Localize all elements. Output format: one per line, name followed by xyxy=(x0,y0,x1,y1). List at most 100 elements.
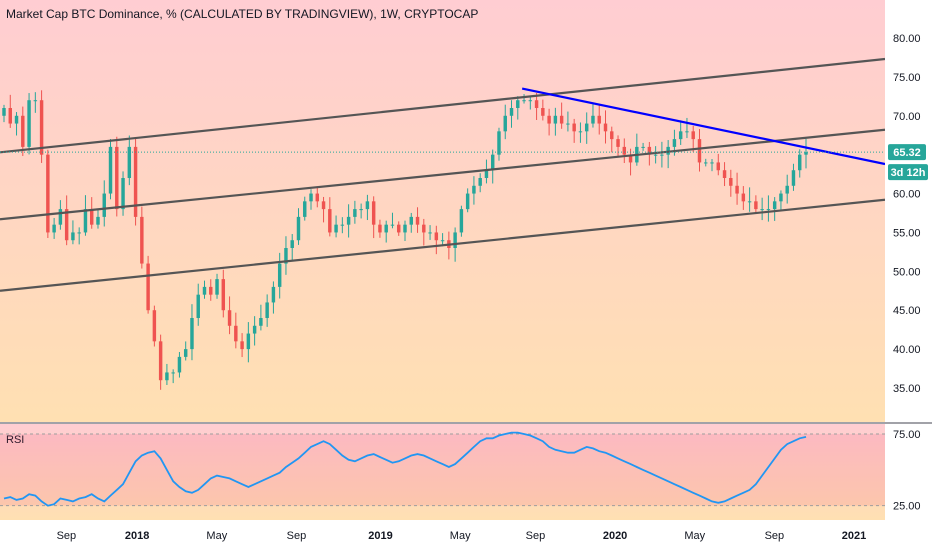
countdown-value: 3d 12h xyxy=(891,167,926,179)
candle-body xyxy=(184,349,187,357)
time-tick-label: May xyxy=(206,530,227,542)
candle-body xyxy=(316,194,319,202)
candle-body xyxy=(535,100,538,108)
time-tick-label: 2018 xyxy=(125,530,149,542)
candle-body xyxy=(435,232,438,240)
candle-body xyxy=(309,194,312,202)
candle-body xyxy=(679,131,682,139)
candle-body xyxy=(334,225,337,233)
candle-body xyxy=(560,116,563,124)
time-tick-label: Sep xyxy=(526,530,546,542)
candle-body xyxy=(259,318,262,326)
candle-body xyxy=(103,194,106,217)
candle-body xyxy=(422,225,425,233)
candle-body xyxy=(660,155,663,156)
candle-body xyxy=(754,201,757,209)
candle-body xyxy=(428,232,431,233)
candle-body xyxy=(616,139,619,147)
candle-body xyxy=(598,116,601,124)
candle-body xyxy=(65,209,68,240)
price-tick-label: 45.00 xyxy=(893,305,921,317)
chart-root: Market Cap BTC Dominance, % (CALCULATED … xyxy=(0,0,932,550)
candle-body xyxy=(516,100,519,108)
candle-body xyxy=(159,341,162,380)
candle-body xyxy=(215,279,218,295)
candle-body xyxy=(247,334,250,350)
candle-body xyxy=(303,201,306,217)
candle-body xyxy=(416,217,419,225)
candle-body xyxy=(472,186,475,194)
candle-body xyxy=(203,287,206,295)
candle-body xyxy=(328,209,331,232)
rsi-band xyxy=(0,434,885,506)
candle-body xyxy=(77,232,80,233)
candle-body xyxy=(253,326,256,334)
candle-body xyxy=(384,225,387,233)
candle-body xyxy=(453,232,456,248)
candle-body xyxy=(140,217,143,264)
candle-body xyxy=(710,162,713,163)
candle-body xyxy=(541,108,544,116)
candle-body xyxy=(27,100,30,147)
candle-body xyxy=(171,372,174,373)
candle-body xyxy=(90,209,93,225)
candle-body xyxy=(767,209,770,210)
chart-title: Market Cap BTC Dominance, % (CALCULATED … xyxy=(6,7,478,21)
time-tick-label: 2019 xyxy=(368,530,392,542)
price-tick-label: 55.00 xyxy=(893,227,921,239)
candle-body xyxy=(197,295,200,318)
candle-body xyxy=(779,194,782,202)
candle-body xyxy=(735,186,738,194)
time-tick-label: Sep xyxy=(287,530,307,542)
candle-body xyxy=(40,100,43,154)
candle-body xyxy=(15,116,18,124)
candle-body xyxy=(322,201,325,209)
candle-body xyxy=(485,170,488,178)
candle-body xyxy=(529,100,532,101)
candle-body xyxy=(410,217,413,225)
candle-body xyxy=(121,178,124,209)
candle-body xyxy=(466,194,469,210)
main-pane-background xyxy=(0,0,885,422)
price-tick-label: 80.00 xyxy=(893,33,921,45)
candle-body xyxy=(785,186,788,194)
candle-body xyxy=(717,162,720,170)
candle-body xyxy=(522,100,525,101)
candle-body xyxy=(572,124,575,132)
candle-body xyxy=(71,232,74,240)
rsi-tick-label: 25.00 xyxy=(893,501,921,513)
candle-body xyxy=(397,225,400,233)
price-tick-label: 40.00 xyxy=(893,344,921,356)
candle-body xyxy=(359,209,362,210)
time-tick-label: May xyxy=(684,530,705,542)
candle-body xyxy=(128,147,131,178)
candle-body xyxy=(265,302,268,318)
price-tick-label: 60.00 xyxy=(893,189,921,201)
candle-body xyxy=(84,209,87,232)
candle-body xyxy=(391,225,394,226)
candle-body xyxy=(673,139,676,147)
candle-body xyxy=(610,131,613,139)
candle-body xyxy=(798,155,801,171)
candle-body xyxy=(222,279,225,310)
candle-body xyxy=(403,225,406,233)
candle-body xyxy=(504,116,507,132)
candle-body xyxy=(729,178,732,186)
rsi-gridlines xyxy=(0,434,885,506)
candle-body xyxy=(115,147,118,209)
price-tick-label: 75.00 xyxy=(893,72,921,84)
candle-body xyxy=(9,108,12,124)
candle-body xyxy=(691,131,694,139)
price-tick-label: 35.00 xyxy=(893,383,921,395)
candle-body xyxy=(46,155,49,233)
candle-body xyxy=(178,357,181,373)
candle-body xyxy=(209,287,212,295)
candle-body xyxy=(460,209,463,232)
candle-body xyxy=(604,124,607,132)
candle-body xyxy=(698,139,701,162)
candle-body xyxy=(510,108,513,116)
candle-body xyxy=(52,225,55,233)
candle-body xyxy=(579,131,582,132)
candle-body xyxy=(566,124,569,125)
candle-body xyxy=(585,124,588,132)
